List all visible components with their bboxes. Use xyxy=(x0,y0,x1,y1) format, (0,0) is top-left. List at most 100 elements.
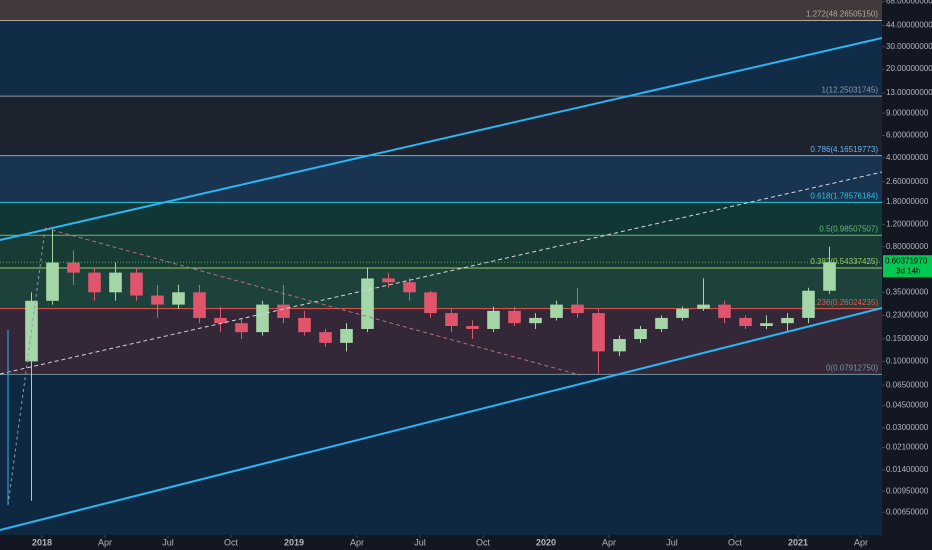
fib-trend-2 xyxy=(7,229,46,506)
y-tick-label: 0.00950000 xyxy=(886,486,929,495)
y-tick-label: 0.80000000 xyxy=(886,242,929,251)
y-tick-label: 0.01400000 xyxy=(886,465,929,474)
candle-body xyxy=(592,313,605,352)
candle-body xyxy=(634,328,647,340)
x-tick-label: Jul xyxy=(666,537,678,547)
y-tick-label: 13.00000000 xyxy=(886,88,932,97)
channel-mid xyxy=(0,171,883,375)
y-tick-label: 9.00000000 xyxy=(886,108,929,117)
y-tick-label: 68.00000000 xyxy=(886,0,932,6)
candle-body xyxy=(823,262,836,291)
candle-body xyxy=(571,304,584,314)
last-price-label: 0.60371970 xyxy=(885,256,928,265)
candle-body xyxy=(760,323,773,327)
candle-body xyxy=(46,262,59,301)
candle-body xyxy=(550,304,563,318)
time-axis xyxy=(0,535,932,550)
candle-body xyxy=(739,317,752,327)
x-tick-label: Apr xyxy=(602,537,616,547)
candle-body xyxy=(130,272,143,296)
candle-body xyxy=(781,317,794,324)
candle-body xyxy=(613,339,626,352)
y-tick-label: 0.04500000 xyxy=(886,401,929,410)
fib-band xyxy=(0,155,882,203)
x-tick-label: 2020 xyxy=(536,537,556,547)
candle-body xyxy=(298,317,311,333)
channel-lower xyxy=(0,307,883,531)
candle-body xyxy=(802,290,815,318)
candle-body xyxy=(109,272,122,293)
candle-body xyxy=(151,295,164,305)
x-tick-label: 2019 xyxy=(284,537,304,547)
candle-body xyxy=(67,262,80,273)
candle-body xyxy=(655,317,668,329)
x-tick-label: Jul xyxy=(162,537,174,547)
fib-label: 0.382(0.54337425) xyxy=(810,257,878,266)
x-tick-label: Apr xyxy=(350,537,364,547)
candle-body xyxy=(466,326,479,329)
fib-label: 0.5(0.98507507) xyxy=(819,224,878,233)
x-tick-label: Oct xyxy=(224,537,239,547)
y-tick-label: 0.35000000 xyxy=(886,287,929,296)
y-tick-label: 0.03000000 xyxy=(886,423,929,432)
fib-band xyxy=(0,235,882,269)
last-price-box xyxy=(883,255,932,278)
fib-band xyxy=(0,268,882,309)
candles xyxy=(25,229,836,501)
fib-band xyxy=(0,0,882,21)
y-tick-label: 1.80000000 xyxy=(886,197,929,206)
fib-label: 1(12.25031745) xyxy=(822,85,879,94)
x-tick-label: Oct xyxy=(476,537,491,547)
fib-band xyxy=(0,20,882,97)
candle-body xyxy=(340,328,353,343)
channel-upper xyxy=(0,37,883,241)
y-tick-label: 30.00000000 xyxy=(886,42,932,51)
fib-bands: 1.272(48.26505150) 1(12.25031745) 0.786(4.… xyxy=(0,0,882,535)
fib-band xyxy=(0,202,882,236)
candle-body xyxy=(424,292,437,314)
x-tick-label: Apr xyxy=(98,537,112,547)
y-tick-label: 0.00650000 xyxy=(886,507,929,516)
y-tick-label: 1.20000000 xyxy=(886,219,929,228)
candle-body xyxy=(403,282,416,293)
candle-body xyxy=(277,304,290,318)
candle-body xyxy=(235,323,248,333)
fib-label: 0.618(1.78576184) xyxy=(810,192,878,201)
y-tick-label: 0.10000000 xyxy=(886,357,929,366)
x-tick-label: Oct xyxy=(728,537,743,547)
fib-band xyxy=(0,96,882,156)
fib-band xyxy=(0,374,882,535)
candle-body xyxy=(172,292,185,305)
candle-body xyxy=(214,317,227,324)
x-tick-label: Jul xyxy=(414,537,426,547)
candle-body xyxy=(319,332,332,343)
countdown: 3d 14h xyxy=(896,266,920,275)
fib-label: 0.786(4.16519773) xyxy=(810,145,878,154)
y-tick-label: 0.15000000 xyxy=(886,334,929,343)
x-tick-label: 2021 xyxy=(788,537,808,547)
y-tick-label: 0.06500000 xyxy=(886,380,929,389)
candle-body xyxy=(88,272,101,293)
fib-label: 0(0.07912750) xyxy=(826,363,878,372)
candle-body xyxy=(193,292,206,318)
y-tick-label: 2.60000000 xyxy=(886,177,929,186)
y-tick-label: 6.00000000 xyxy=(886,131,929,140)
candle-body xyxy=(382,278,395,283)
candle-body xyxy=(361,278,374,329)
fib-trend xyxy=(44,227,581,376)
y-tick-label: 44.00000000 xyxy=(886,21,932,30)
fib-label: 1.272(48.26505150) xyxy=(806,10,878,19)
drawings xyxy=(0,37,883,531)
x-tick-label: Apr xyxy=(854,537,868,547)
candle-body xyxy=(508,310,521,324)
candle-body xyxy=(529,317,542,324)
y-tick-label: 20.00000000 xyxy=(886,64,932,73)
candle-body xyxy=(487,310,500,329)
candle-body xyxy=(445,313,458,327)
fib-label: 0.236(0.26024235) xyxy=(810,298,878,307)
candle-body xyxy=(676,308,689,318)
y-tick-label: 0.02100000 xyxy=(886,443,929,452)
y-tick-label: 4.00000000 xyxy=(886,153,929,162)
